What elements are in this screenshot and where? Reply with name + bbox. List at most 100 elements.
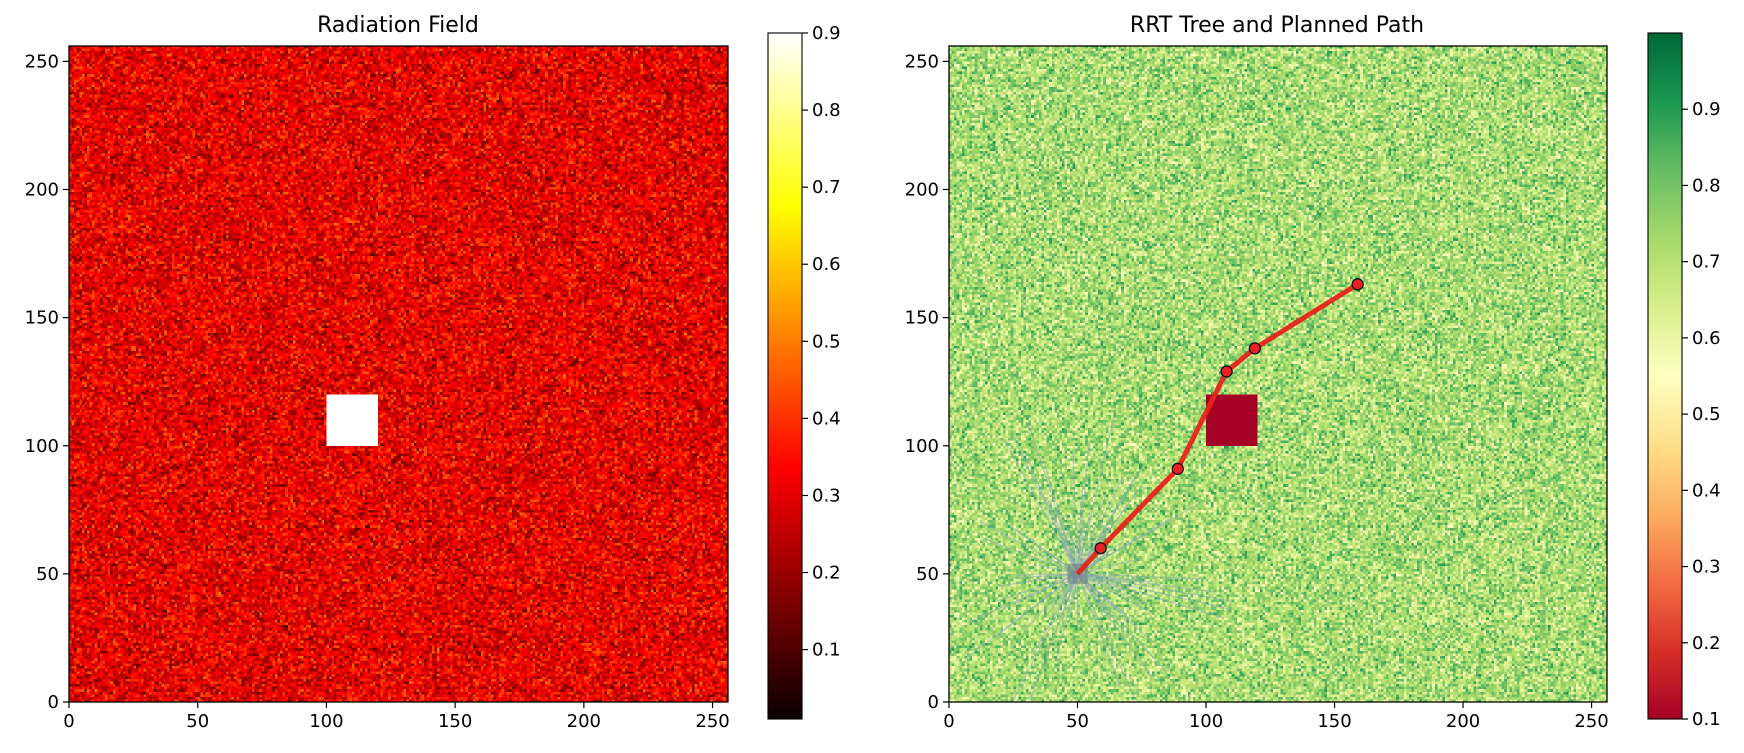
path-waypoint: [1094, 542, 1107, 555]
tree-edge: [1077, 573, 1167, 672]
tree-edge: [1076, 512, 1091, 574]
tree-edge: [1044, 465, 1079, 575]
colorbar-tick-label: 0.9: [1692, 99, 1721, 120]
y-tick-label: 250: [25, 51, 59, 72]
y-tick-label: 50: [916, 564, 939, 585]
tree-edge: [1076, 478, 1135, 575]
x-tick-label: 150: [1317, 711, 1351, 732]
colorbar-tick-label: 0.3: [812, 485, 841, 506]
tree-edge: [1072, 449, 1079, 574]
colorbar-tick-label: 0.8: [812, 100, 841, 121]
tree-edge: [1077, 573, 1231, 602]
tree-edge: [1076, 417, 1115, 575]
tree-edge: [1012, 573, 1079, 701]
x-tick-label: 50: [186, 711, 209, 732]
tree-edge: [1003, 438, 1079, 575]
tree-edge: [1077, 573, 1155, 615]
y-tick-label: 200: [25, 180, 59, 201]
tree-edge: [982, 537, 1078, 575]
path-waypoint: [1220, 365, 1233, 378]
x-tick-label: 0: [63, 711, 74, 732]
axes-radiation: 0 50 100 150 200 250 0 50 100 150 200 250: [25, 51, 730, 732]
tree-edge: [1014, 528, 1078, 575]
terrain-heatmap: [949, 46, 1607, 702]
tree-edge: [1077, 573, 1153, 583]
tree-edge: [1015, 573, 1078, 579]
x-tick-label: 0: [943, 711, 954, 732]
colorbar-ticks-rrt: 0.1 0.2 0.3 0.4 0.5 0.6 0.7 0.8 0.9: [1682, 99, 1721, 730]
tree-edge: [1077, 573, 1216, 593]
tree-edge: [1077, 573, 1206, 580]
path-waypoint: [1171, 462, 1184, 475]
x-tick-label: 250: [695, 711, 729, 732]
chart-title-radiation: Radiation Field: [317, 13, 479, 38]
x-tick-label: 100: [309, 711, 343, 732]
y-tick-label: 0: [928, 692, 939, 713]
colorbar-tick-label: 0.3: [1692, 557, 1721, 578]
colorbar-tick-label: 0.5: [1692, 404, 1721, 425]
y-tick-label: 150: [905, 308, 939, 329]
tree-edge: [997, 573, 1078, 602]
tree-edge: [1076, 484, 1084, 574]
colorbar-tick-label: 0.4: [812, 408, 841, 429]
path-waypoint: [1351, 278, 1364, 291]
tree-edge: [1076, 573, 1121, 687]
colorbar-tick-label: 0.7: [812, 177, 841, 198]
radiation-field-panel: Radiation Field 0 50 100 150 200 250 0 50 100 150…: [25, 13, 841, 732]
axes-frame-rrt: [948, 45, 1608, 703]
axes-frame-radiation: [68, 45, 729, 703]
tree-edge: [1046, 497, 1079, 575]
radiation-heatmap: [69, 46, 728, 702]
x-tick-label: 150: [438, 711, 472, 732]
colorbar-tick-label: 0.2: [812, 563, 841, 584]
colorbar-tick-label: 0.6: [812, 254, 841, 275]
colorbar-rrt: [1647, 32, 1683, 720]
colorbar-radiation: [767, 32, 803, 720]
tree-edge: [1056, 512, 1079, 575]
tree-edge: [1077, 557, 1143, 575]
colorbar-tick-label: 0.1: [812, 640, 841, 661]
x-tick-label: 200: [1446, 711, 1480, 732]
y-tick-label: 50: [36, 564, 59, 585]
tree-edge: [1077, 501, 1203, 575]
x-tick-label: 250: [1574, 711, 1608, 732]
tree-edge: [1055, 573, 1079, 663]
colorbar-tick-label: 0.2: [1692, 633, 1721, 654]
x-tick-label: 50: [1066, 711, 1089, 732]
tree-edge: [1077, 573, 1147, 605]
y-tick-label: 0: [48, 692, 59, 713]
tree-edge: [968, 573, 1078, 623]
colorbar-tick-label: 0.7: [1692, 252, 1721, 273]
tree-edge: [980, 521, 1078, 575]
tree-edge: [1065, 513, 1079, 574]
x-tick-label: 100: [1189, 711, 1223, 732]
path-waypoint: [1248, 342, 1262, 355]
rrt-tree: [965, 417, 1232, 701]
axes-rrt: 0 50 100 150 200 250 0 50 100 150 200 250: [905, 51, 1609, 732]
colorbar-tick-label: 0.4: [1692, 480, 1721, 501]
tree-edge: [1077, 573, 1225, 619]
y-tick-label: 250: [905, 51, 939, 72]
tree-edge: [1013, 436, 1079, 575]
planned-path: [1075, 278, 1364, 576]
colorbar-ticks-radiation: 0.1 0.2 0.3 0.4 0.5 0.6 0.7 0.8 0.9: [802, 23, 841, 661]
colorbar-tick-label: 0.1: [1692, 709, 1721, 730]
tree-edge: [1076, 477, 1123, 575]
y-tick-label: 100: [25, 436, 59, 457]
tree-edge: [998, 573, 1078, 587]
tree-edge: [1076, 494, 1107, 575]
colorbar-tick-label: 0.5: [812, 331, 841, 352]
tree-edge: [965, 573, 1078, 659]
y-tick-label: 200: [905, 180, 939, 201]
tree-edge: [1077, 573, 1153, 643]
y-tick-label: 150: [25, 308, 59, 329]
chart-title-rrt: RRT Tree and Planned Path: [1130, 13, 1424, 38]
y-tick-label: 100: [905, 436, 939, 457]
colorbar-tick-label: 0.8: [1692, 175, 1721, 196]
tree-edge: [1077, 573, 1232, 611]
rrt-panel: RRT Tree and Planned Path 0 50 100 150 200 25…: [905, 13, 1721, 732]
colorbar-tick-label: 0.6: [1692, 328, 1721, 349]
x-tick-label: 200: [567, 711, 601, 732]
tree-edge: [1076, 573, 1137, 701]
